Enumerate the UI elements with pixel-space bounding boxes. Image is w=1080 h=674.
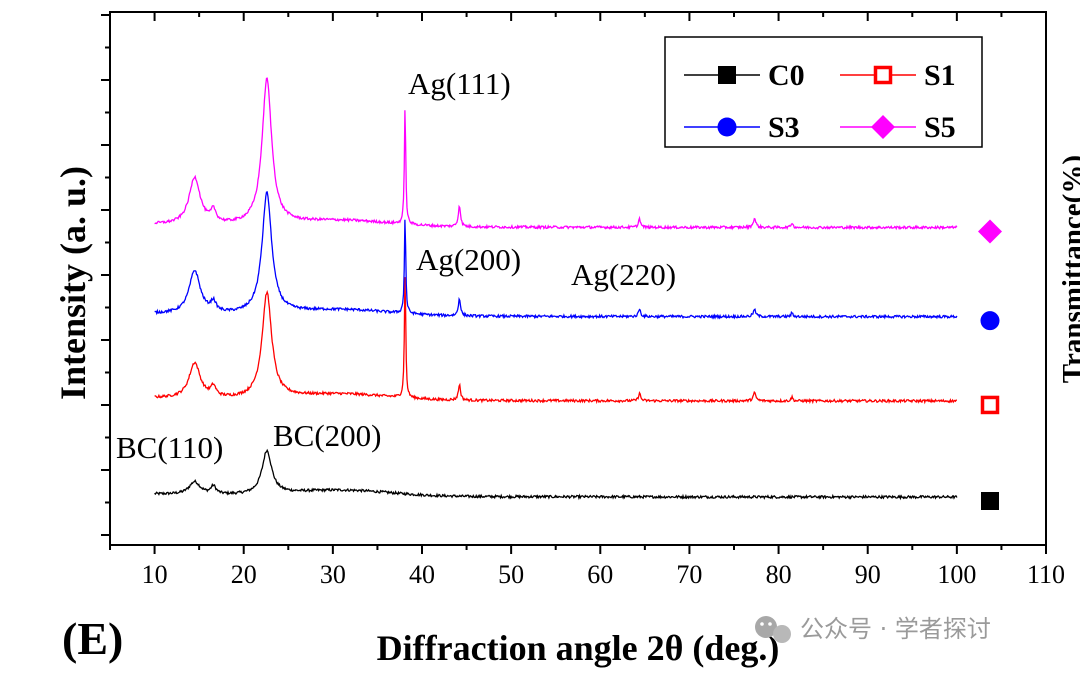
x-tick-label: 80 — [766, 560, 792, 589]
end-marker-c0 — [981, 492, 999, 510]
legend-label-s1: S1 — [924, 59, 956, 92]
watermark: 公众号 · 学者探讨 — [755, 615, 991, 643]
x-tick-label: 70 — [676, 560, 702, 589]
series-line-s5 — [154, 77, 958, 231]
series-line-s3 — [154, 191, 958, 320]
x-tick-label: 20 — [231, 560, 257, 589]
annotation-ag111: Ag(111) — [408, 66, 511, 101]
series-line-c0 — [154, 448, 958, 501]
legend-label-s3: S3 — [768, 111, 800, 144]
legend-marker-c0 — [718, 66, 736, 84]
annotation-ag220: Ag(220) — [571, 257, 676, 292]
x-tick-label: 90 — [855, 560, 881, 589]
end-marker-s1 — [980, 395, 1000, 415]
x-tick-label: 30 — [320, 560, 346, 589]
plot-frame — [109, 11, 1047, 546]
annotation-bc110: BC(110) — [116, 430, 223, 465]
x-tick-label: 110 — [1027, 560, 1065, 589]
annotation-ag200: Ag(200) — [416, 242, 521, 277]
legend-label-s5: S5 — [924, 111, 956, 144]
x-tick-label: 60 — [587, 560, 613, 589]
end-marker-s3 — [980, 311, 1000, 331]
y-axis-title: Intensity (a. u.) — [53, 166, 93, 400]
legend-marker-s1 — [873, 65, 893, 85]
x-axis-title: Diffraction angle 2θ (deg.) — [377, 628, 780, 668]
wechat-icon — [755, 616, 791, 643]
series-line-s1 — [154, 277, 957, 405]
legend-marker-s3 — [717, 117, 737, 137]
x-tick-label: 100 — [937, 560, 976, 589]
panel-label: (E) — [62, 613, 123, 664]
x-tick-label: 10 — [142, 560, 168, 589]
end-marker-s5 — [978, 219, 1002, 244]
legend-label-c0: C0 — [768, 59, 805, 92]
x-tick-label: 40 — [409, 560, 435, 589]
annotation-bc200: BC(200) — [273, 418, 382, 453]
watermark-text: 公众号 · 学者探讨 — [800, 615, 991, 643]
legend-marker-s5 — [871, 115, 895, 139]
x-tick-label: 50 — [498, 560, 524, 589]
right-axis-title: Transmittance(%) — [1057, 155, 1080, 383]
